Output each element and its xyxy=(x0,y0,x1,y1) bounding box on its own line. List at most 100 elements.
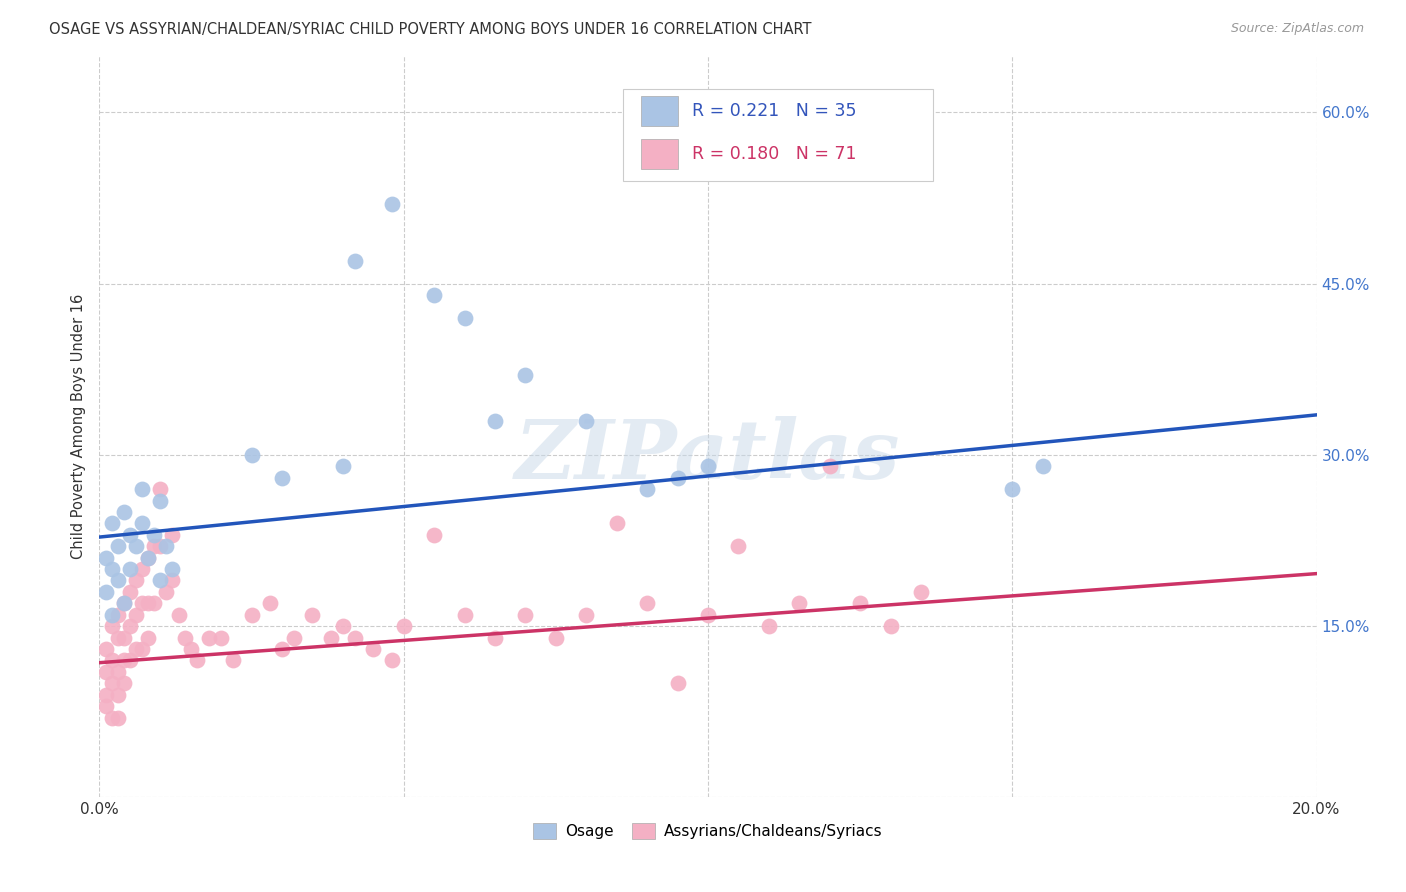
Point xyxy=(107,631,129,645)
Point xyxy=(697,459,720,474)
Point xyxy=(515,368,537,382)
Point xyxy=(125,539,148,553)
FancyBboxPatch shape xyxy=(623,88,934,181)
Point xyxy=(162,528,184,542)
Point xyxy=(758,619,780,633)
Point xyxy=(136,631,159,645)
Point xyxy=(484,631,506,645)
Point xyxy=(283,631,305,645)
Point xyxy=(222,653,245,667)
Point xyxy=(787,596,810,610)
Point xyxy=(136,550,159,565)
FancyBboxPatch shape xyxy=(641,96,678,126)
Point xyxy=(100,619,122,633)
Point xyxy=(112,505,135,519)
Point xyxy=(94,585,117,599)
Point xyxy=(636,482,658,496)
Point xyxy=(125,574,148,588)
Point xyxy=(107,607,129,622)
Legend: Osage, Assyrians/Chaldeans/Syriacs: Osage, Assyrians/Chaldeans/Syriacs xyxy=(527,817,889,846)
Point xyxy=(107,574,129,588)
Point xyxy=(727,539,749,553)
Point xyxy=(118,619,141,633)
Point xyxy=(94,699,117,714)
Point xyxy=(131,562,153,576)
Point xyxy=(259,596,281,610)
Point xyxy=(94,688,117,702)
Point xyxy=(131,516,153,531)
Point xyxy=(606,516,628,531)
Point xyxy=(107,539,129,553)
Point xyxy=(423,288,446,302)
Point xyxy=(112,676,135,690)
Point xyxy=(149,482,172,496)
Point xyxy=(136,550,159,565)
Point xyxy=(301,607,323,622)
Point xyxy=(319,631,342,645)
Point xyxy=(125,607,148,622)
Point xyxy=(125,642,148,657)
Point xyxy=(155,585,177,599)
Point xyxy=(118,562,141,576)
Point xyxy=(818,459,841,474)
Text: R = 0.180   N = 71: R = 0.180 N = 71 xyxy=(692,145,856,163)
Point xyxy=(1001,482,1024,496)
Point xyxy=(94,550,117,565)
Point xyxy=(131,596,153,610)
Point xyxy=(100,653,122,667)
Text: Source: ZipAtlas.com: Source: ZipAtlas.com xyxy=(1230,22,1364,36)
Point xyxy=(112,653,135,667)
Point xyxy=(515,607,537,622)
Point xyxy=(100,562,122,576)
Point xyxy=(100,516,122,531)
Point xyxy=(143,539,166,553)
Point xyxy=(344,253,367,268)
Point xyxy=(344,631,367,645)
Point xyxy=(209,631,232,645)
Point xyxy=(180,642,202,657)
Point xyxy=(332,619,354,633)
Point xyxy=(697,607,720,622)
Point xyxy=(271,642,294,657)
Point xyxy=(361,642,384,657)
Point xyxy=(910,585,932,599)
Point xyxy=(112,596,135,610)
FancyBboxPatch shape xyxy=(641,139,678,169)
Point xyxy=(112,631,135,645)
Point xyxy=(240,607,263,622)
Point xyxy=(666,676,689,690)
Point xyxy=(575,607,598,622)
Point xyxy=(198,631,221,645)
Point xyxy=(100,676,122,690)
Point xyxy=(107,710,129,724)
Point xyxy=(131,482,153,496)
Point xyxy=(380,196,402,211)
Point xyxy=(112,596,135,610)
Y-axis label: Child Poverty Among Boys Under 16: Child Poverty Among Boys Under 16 xyxy=(72,293,86,559)
Point xyxy=(162,562,184,576)
Point xyxy=(453,607,475,622)
Point xyxy=(392,619,415,633)
Point xyxy=(94,665,117,679)
Point xyxy=(423,528,446,542)
Point xyxy=(484,414,506,428)
Point xyxy=(155,539,177,553)
Point xyxy=(186,653,208,667)
Point xyxy=(271,471,294,485)
Point xyxy=(143,528,166,542)
Text: R = 0.221   N = 35: R = 0.221 N = 35 xyxy=(692,103,856,120)
Point xyxy=(107,665,129,679)
Point xyxy=(118,585,141,599)
Point xyxy=(1032,459,1054,474)
Point xyxy=(149,574,172,588)
Text: ZIPatlas: ZIPatlas xyxy=(515,416,901,496)
Point xyxy=(149,493,172,508)
Point xyxy=(879,619,901,633)
Point xyxy=(136,596,159,610)
Point xyxy=(173,631,195,645)
Point xyxy=(636,596,658,610)
Point xyxy=(332,459,354,474)
Point xyxy=(666,471,689,485)
Point xyxy=(380,653,402,667)
Point xyxy=(143,596,166,610)
